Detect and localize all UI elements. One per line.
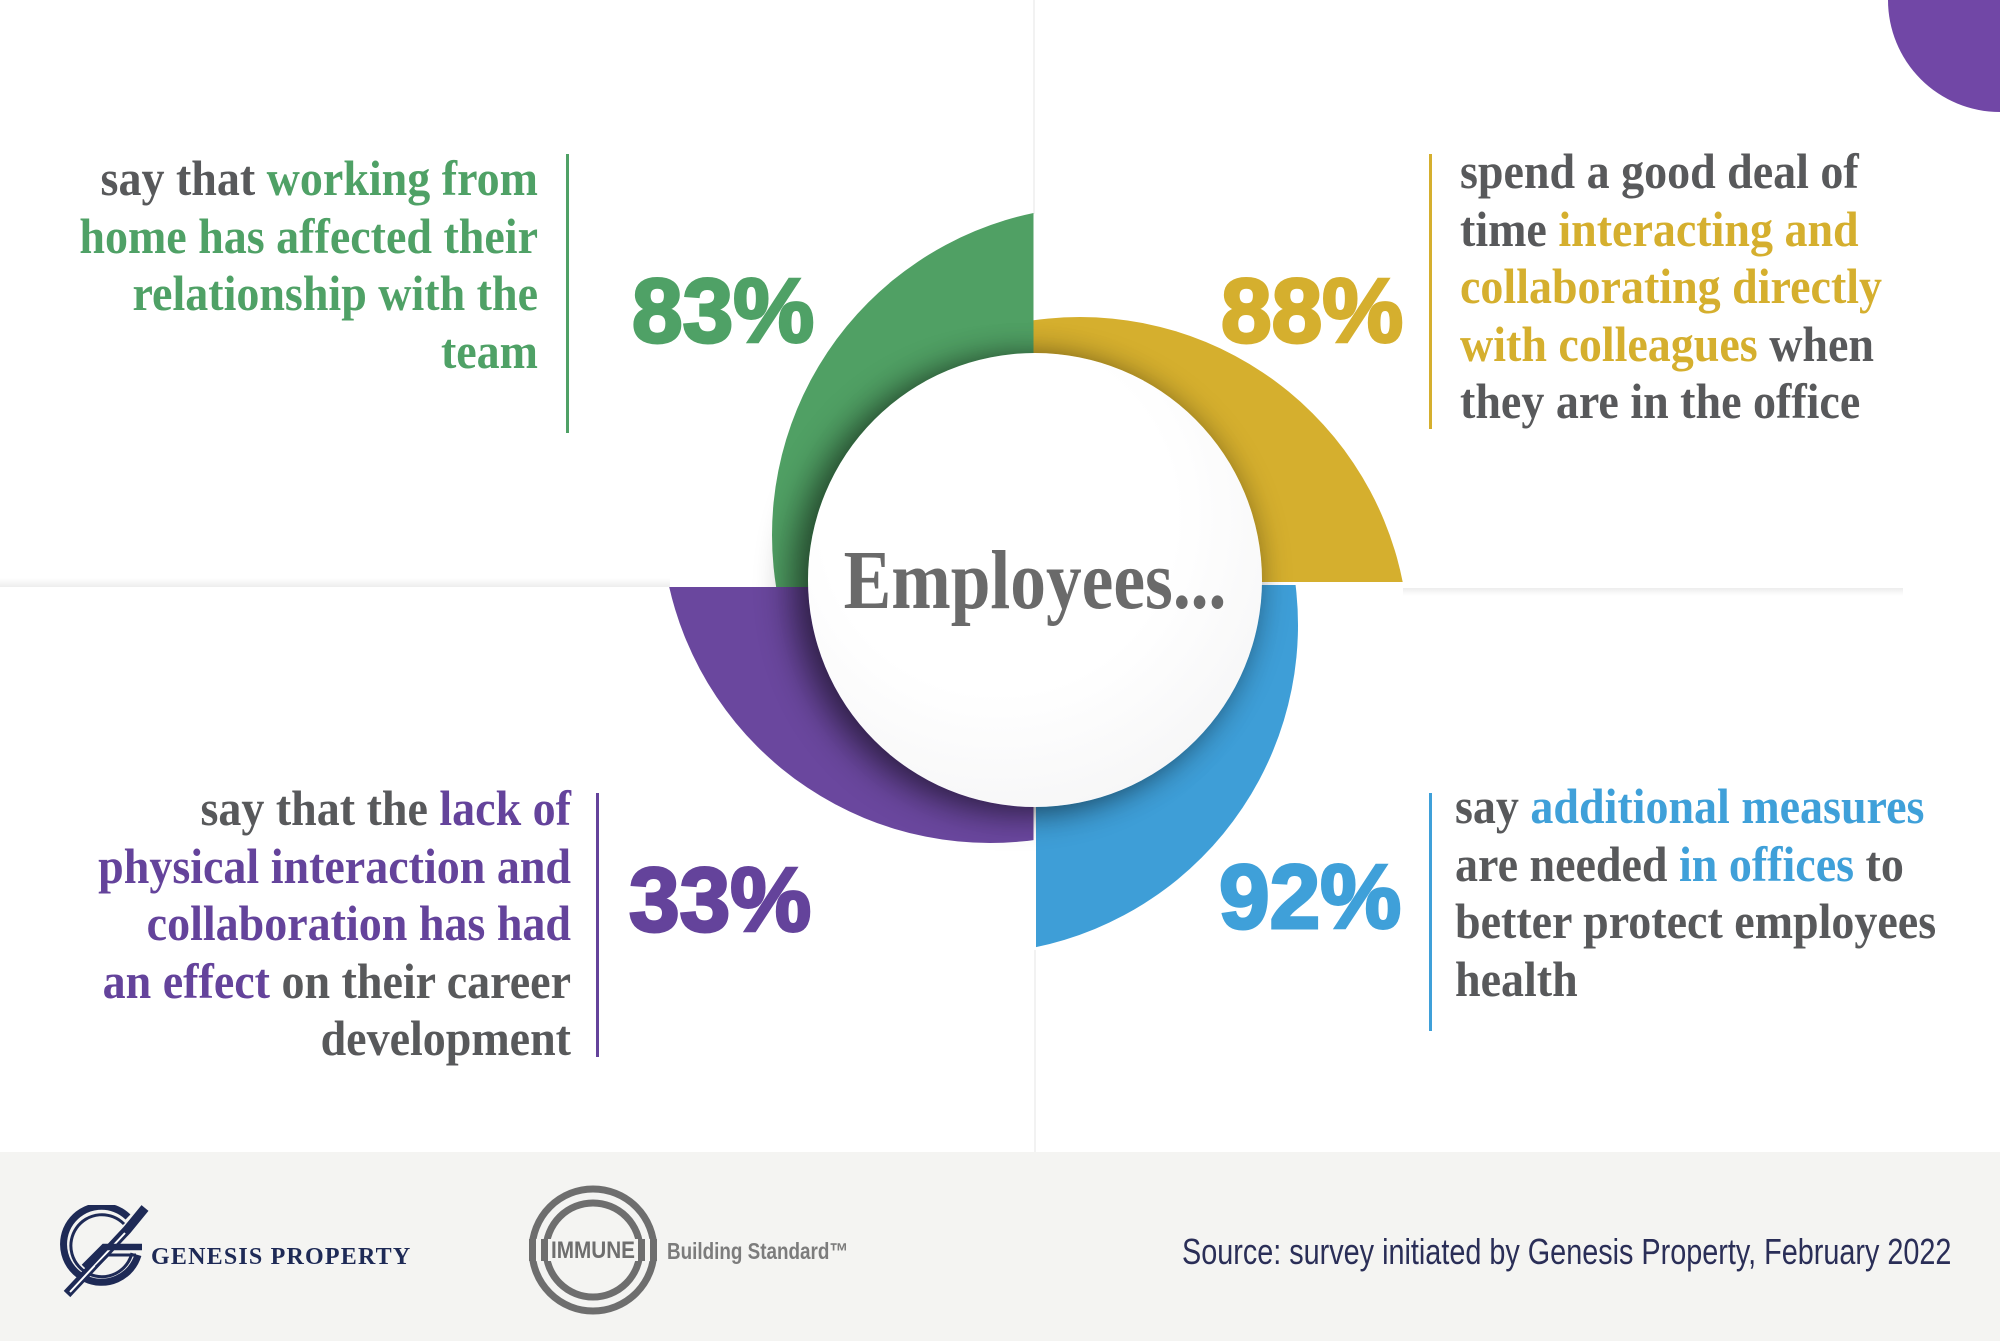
svg-text:IMMUNE: IMMUNE (551, 1237, 635, 1264)
